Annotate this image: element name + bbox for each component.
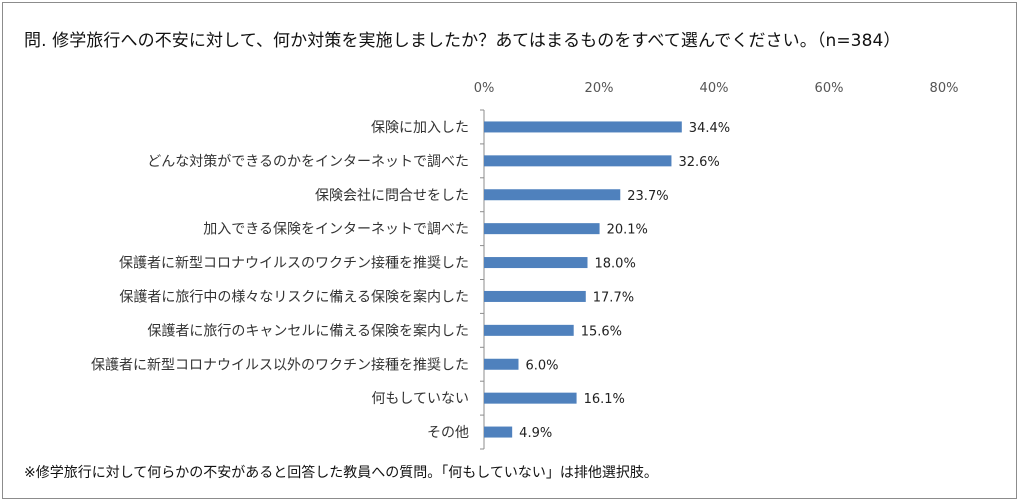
x-tick-label: 20% — [585, 81, 614, 96]
data-label: 34.4% — [689, 121, 730, 136]
category-label: 保護者に旅行中の様々なリスクに備える保険を案内した — [119, 288, 469, 305]
bar — [484, 189, 621, 201]
data-label: 32.6% — [678, 155, 719, 170]
category-label: 保険に加入した — [371, 120, 469, 136]
bar — [484, 257, 588, 269]
chart-title: 問. 修学旅行への不安に対して、何か対策を実施しましたか？あてはまるものをすべて… — [24, 31, 901, 51]
data-label: 23.7% — [627, 189, 668, 204]
category-label: その他 — [427, 425, 469, 441]
bar — [484, 426, 513, 438]
data-label: 15.6% — [581, 324, 622, 339]
bar — [484, 121, 682, 133]
bar — [484, 155, 672, 167]
x-tick-label: 0% — [474, 81, 495, 96]
category-label: 保護者に新型コロナウイルスのワクチン接種を推奨した — [119, 255, 469, 272]
category-label: 加入できる保険をインターネットで調べた — [203, 222, 469, 238]
data-label: 16.1% — [584, 392, 625, 407]
bar — [484, 392, 577, 404]
x-tick-label: 60% — [815, 81, 844, 96]
bar — [484, 290, 586, 302]
category-label: どんな対策ができるのかをインターネットで調べた — [147, 153, 469, 170]
data-label: 17.7% — [593, 290, 634, 305]
footnote: ※修学旅行に対して何らかの不安があると回答した教員への質問。「何もしていない」は… — [24, 465, 658, 481]
data-label: 18.0% — [595, 257, 636, 272]
data-label: 20.1% — [607, 223, 648, 238]
x-tick-label: 80% — [930, 81, 959, 96]
category-label: 保険会社に問合せをした — [315, 188, 469, 204]
data-label: 4.9% — [519, 426, 552, 441]
bar — [484, 324, 574, 336]
category-label: 保護者に新型コロナウイルス以外のワクチン接種を推奨した — [91, 356, 469, 373]
bar — [484, 223, 600, 235]
data-label: 6.0% — [526, 358, 559, 373]
x-tick-label: 40% — [700, 81, 729, 96]
category-label: 保護者に旅行のキャンセルに備える保険を案内した — [147, 322, 469, 339]
category-label: 何もしていない — [371, 391, 469, 407]
bar — [484, 358, 519, 370]
